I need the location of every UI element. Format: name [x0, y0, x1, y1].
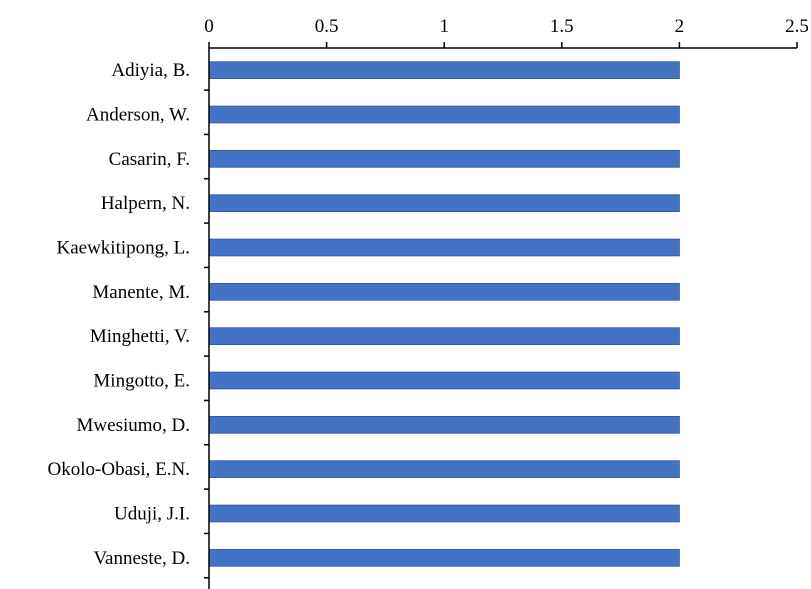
y-axis: Adiyia, B. Anderson, W. Casarin, F. Halpern…: [48, 48, 210, 589]
category-label: Mingotto, E.: [93, 371, 190, 392]
bar: [208, 504, 680, 523]
bar: [208, 283, 680, 301]
x-tick-label: 2: [675, 16, 685, 37]
bar: [208, 61, 680, 79]
category-label: Kaewkitipong, L.: [56, 238, 190, 259]
x-tick-label: 0.5: [315, 16, 339, 37]
category-label: Manente, M.: [92, 282, 190, 303]
category-label: Minghetti, V.: [90, 326, 190, 347]
x-axis: 0 0.5 1 1.5 2 2.5: [204, 16, 809, 49]
x-tick-label: 0: [204, 16, 214, 37]
bar: [208, 460, 680, 478]
x-tick-label: 1.5: [550, 16, 574, 37]
category-label: Uduji, J.I.: [114, 504, 190, 525]
category-label: Anderson, W.: [86, 105, 190, 126]
bar: [208, 194, 680, 212]
x-tick-label: 1: [439, 16, 449, 37]
bar: [208, 549, 680, 567]
bar: [208, 371, 680, 390]
category-label: Adiyia, B.: [111, 60, 190, 81]
bar: [208, 150, 680, 168]
category-label: Halpern, N.: [101, 193, 190, 214]
category-label: Okolo-Obasi, E.N.: [48, 459, 190, 480]
bar: [208, 238, 680, 257]
category-label: Mwesiumo, D.: [77, 415, 190, 436]
bar: [208, 416, 680, 434]
bar: [208, 105, 680, 124]
x-tick-label: 2.5: [785, 16, 809, 37]
category-label: Vanneste, D.: [93, 548, 190, 569]
bars: [208, 61, 680, 567]
category-label: Casarin, F.: [109, 149, 190, 170]
bar: [208, 327, 680, 345]
